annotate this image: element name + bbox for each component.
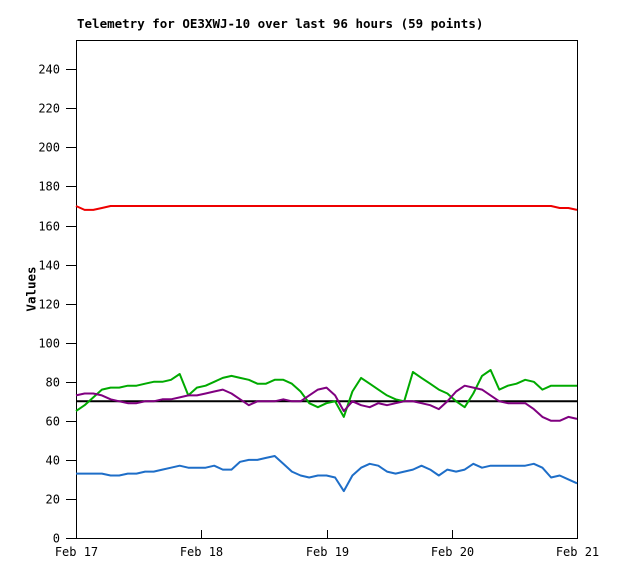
- x-tick-label: Feb 19: [306, 545, 349, 559]
- x-tick-label: Feb 18: [180, 545, 223, 559]
- series-green-line: [75, 369, 577, 418]
- y-tick-label: 100: [38, 337, 60, 351]
- y-tick-label: 200: [38, 141, 60, 155]
- y-tick-label: 120: [38, 298, 60, 312]
- series-blue-line: [76, 455, 578, 493]
- y-tick-label: 240: [38, 63, 60, 77]
- y-tick-label: 20: [46, 493, 60, 507]
- y-tick-label: 40: [46, 454, 60, 468]
- y-tick-label: 80: [46, 376, 60, 390]
- y-tick-label: 160: [38, 220, 60, 234]
- x-tick-label: Feb 17: [55, 545, 98, 559]
- chart-title: Telemetry for OE3XWJ-10 over last 96 hou…: [77, 16, 484, 31]
- series-red-line: [75, 205, 578, 211]
- y-tick-label: 220: [38, 102, 60, 116]
- y-tick-label: 60: [46, 415, 60, 429]
- series-purple-line: [75, 384, 578, 422]
- plot-border: [76, 40, 578, 539]
- y-tick-label: 140: [38, 259, 60, 273]
- x-tick-label: Feb 21: [556, 545, 599, 559]
- y-tick-label: 0: [53, 532, 60, 546]
- y-tick-label: 180: [38, 180, 60, 194]
- x-tick-label: Feb 20: [431, 545, 474, 559]
